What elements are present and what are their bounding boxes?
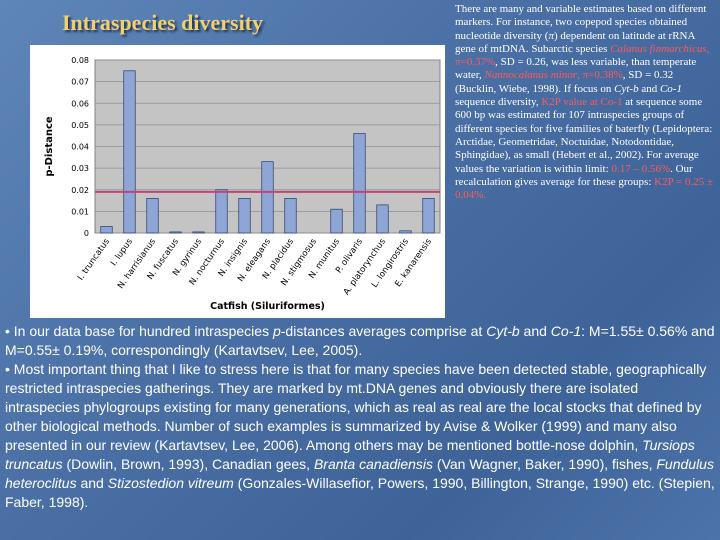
x-axis-label: Catfish (Siluriformes): [210, 301, 325, 312]
y-tick-label: 0.08: [71, 56, 89, 65]
bar: [146, 198, 159, 234]
text-run: Cyt-b: [614, 82, 639, 95]
text-run: , SD = 0.32 (Bucklin, Wiebe, 1998). If f…: [455, 69, 674, 95]
text-run: • In our data base for hundred intraspec…: [5, 323, 273, 339]
text-run: ) dependent on latitude at rRNA gene of …: [455, 29, 695, 55]
body-text: • In our data base for hundred intraspec…: [5, 322, 715, 512]
text-run: -distances averages comprise at: [280, 323, 487, 339]
y-tick-label: 0.06: [71, 99, 89, 108]
text-run: Calanus finmarchicus: [610, 42, 707, 55]
text-run: Stizostedion vitreum: [107, 475, 234, 491]
bar: [284, 198, 297, 234]
text-run: and: [638, 82, 660, 95]
text-run: Nannocalanus minor: [484, 69, 578, 82]
text-run: and: [519, 323, 551, 339]
side-paragraph: There are many and variable estimates ba…: [455, 3, 717, 202]
text-run: and: [76, 475, 108, 491]
y-tick-label: 0: [84, 229, 89, 238]
text-run: Branta canadiensis: [313, 456, 434, 472]
text-run: • Most important thing that I like to st…: [5, 361, 707, 453]
text-run: Co-1: [659, 82, 682, 95]
y-tick-label: 0.01: [71, 207, 89, 216]
y-tick-label: 0.07: [71, 78, 89, 87]
text-run: (Dowlin, Brown, 1993), Canadian gees,: [62, 456, 314, 472]
bar: [123, 70, 136, 234]
bar: [100, 226, 113, 234]
bar: [215, 189, 228, 234]
text-run: Co-1: [550, 323, 582, 339]
y-tick-label: 0.02: [71, 186, 89, 195]
bar: [169, 231, 182, 234]
text-run: : M=1.55± 0.56% and M=0.55± 0.19%, corre…: [5, 323, 715, 358]
bar: [353, 133, 366, 234]
bar: [422, 198, 435, 234]
y-tick-label: 0.04: [71, 143, 89, 152]
bar: [238, 198, 251, 234]
text-run: Cyt-b: [486, 323, 520, 339]
bar: [330, 208, 343, 234]
text-run: (Gonzales-Willasefior, Powers, 1990, Bil…: [5, 475, 715, 510]
body-paragraph: • Most important thing that I like to st…: [5, 360, 715, 512]
text-run: sequence diversity,: [455, 96, 542, 109]
y-tick-label: 0.03: [71, 164, 89, 173]
y-axis-label: p-Distance: [44, 116, 55, 177]
text-run: 0.17 – 0.56%: [611, 162, 671, 175]
text-run: , π=0.37%: [455, 42, 710, 69]
text-run: K2P = 0.25 ± 0.04%.: [455, 175, 714, 202]
text-run: Tursiops truncatus: [5, 437, 695, 472]
bar: [192, 231, 205, 234]
text-run: . Our recalculation gives average for th…: [455, 162, 693, 188]
text-run: π: [548, 29, 554, 42]
side-text: There are many and variable estimates ba…: [455, 3, 717, 202]
text-run: K2P value at Co-1: [541, 96, 623, 109]
text-run: p: [272, 323, 281, 339]
slide-title: Intraspecies diversity: [62, 10, 264, 35]
text-run: There are many and variable estimates ba…: [455, 3, 707, 42]
body-paragraph: • In our data base for hundred intraspec…: [5, 322, 715, 360]
text-run: Fundulus heteroclitus: [5, 456, 714, 491]
y-tick-label: 0.05: [71, 121, 89, 130]
text-run: at sequence some 600 bp was estimated fo…: [455, 96, 713, 175]
text-run: (Van Wagner, Baker, 1990), fishes,: [433, 456, 657, 472]
text-run: , π=0.38%: [577, 69, 623, 82]
bar: [261, 161, 274, 234]
text-run: , SD = 0.26, was less variable, than tem…: [455, 56, 697, 82]
bar: [376, 204, 389, 234]
bar: [399, 230, 412, 234]
